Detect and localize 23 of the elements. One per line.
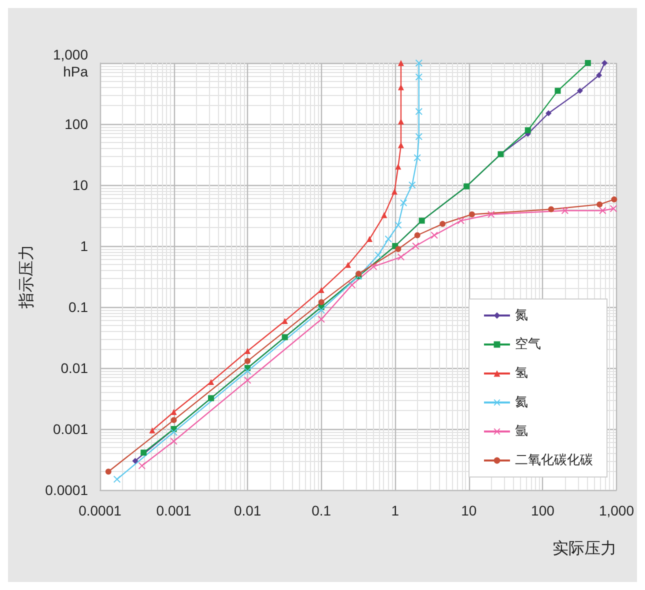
- y-tick-label: 100: [64, 116, 88, 132]
- x-tick-label: 0.01: [234, 502, 262, 518]
- x-tick-label: 0.001: [156, 502, 192, 518]
- y-axis-title: 指示压力: [16, 244, 36, 310]
- legend-label: 氮: [515, 308, 528, 323]
- y-tick-label: 0.0001: [45, 482, 88, 498]
- legend-label: 二氧化碳化碳: [515, 453, 593, 468]
- y-tick-label: 0.1: [68, 299, 88, 315]
- y-tick-label: 1: [80, 238, 88, 254]
- legend-label: 氩: [515, 424, 528, 439]
- legend-label: 氢: [515, 366, 528, 381]
- legend-label: 空气: [515, 337, 541, 352]
- y-tick-label: 1,000 hPa: [52, 46, 88, 80]
- y-tick-label: 0.01: [60, 360, 88, 376]
- x-tick-label: 10: [461, 502, 477, 518]
- x-tick-label: 100: [531, 502, 555, 518]
- y-tick-label: 10: [72, 177, 88, 193]
- x-axis-title: 实际压力: [552, 538, 616, 558]
- y-tick-label: 0.001: [52, 421, 88, 437]
- x-tick-label: 1,000: [598, 502, 634, 518]
- legend-label: 氦: [515, 395, 528, 410]
- x-tick-label: 0.1: [312, 502, 332, 518]
- x-tick-label: 1: [391, 502, 400, 518]
